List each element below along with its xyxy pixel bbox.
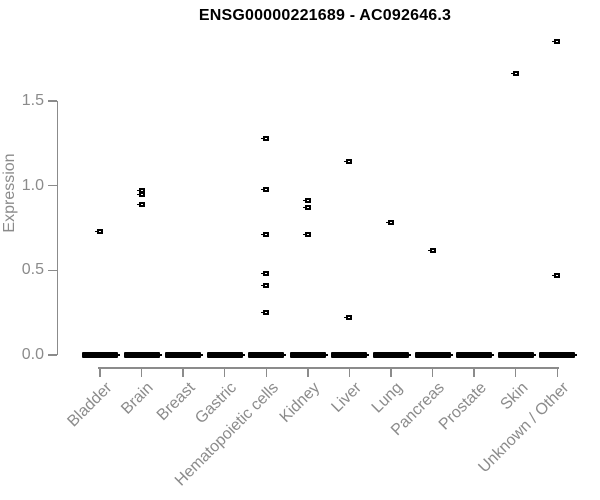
data-point [427,247,436,253]
x-tick [265,368,268,377]
y-tick-label: 0.0 [21,346,44,363]
zero-expression-bar [123,352,162,358]
data-point [261,283,270,289]
x-tick [556,368,559,377]
data-point [136,188,145,194]
zero-expression-bar [414,352,453,358]
zero-expression-bar [331,352,370,358]
data-point [302,232,311,238]
data-point [261,271,270,277]
data-point [385,220,394,226]
x-tick [140,368,143,377]
x-tick-label-bladder: Bladder [64,379,116,431]
zero-expression-bar [456,352,495,358]
y-tick [47,354,57,356]
chart-title: ENSG00000221689 - AC092646.3 [198,7,452,24]
y-tick-label: 1.0 [21,176,44,194]
zero-expression-bar [289,352,328,358]
data-point [261,310,270,316]
zero-expression-bar [248,352,287,358]
x-tick [514,368,517,377]
x-tick-label-kidney: Kidney [276,379,324,426]
data-point [95,228,103,234]
x-tick [223,368,226,377]
zero-expression-bar [539,352,578,358]
x-tick [182,368,184,377]
x-tick [390,368,392,377]
y-tick-label: 1.5 [21,92,44,109]
data-point [302,205,311,211]
x-tick [99,368,101,377]
y-tick [47,184,57,187]
zero-expression-bar [165,352,204,358]
y-tick [47,100,57,102]
x-tick-label-breast: Breast [153,379,199,425]
data-point [344,159,353,165]
data-point [136,191,145,197]
x-tick-label-lung: Lung [369,379,407,417]
zero-expression-bar [372,352,411,358]
zero-expression-bar [497,352,536,358]
zero-expression-bar [206,352,245,358]
data-point [302,198,311,204]
data-point [261,232,270,238]
x-tick-label-brain: Brain [118,379,157,418]
data-point [552,272,561,278]
data-point [552,39,561,45]
data-point [136,201,145,207]
data-point [261,186,270,192]
y-tick-label: 0.5 [21,261,44,279]
data-point [261,135,270,141]
x-tick [307,368,309,377]
x-tick [473,368,475,377]
x-tick-label-liver: Liver [328,379,365,416]
y-axis-line [56,101,58,355]
x-tick-label-skin: Skin [496,379,532,414]
data-point [344,315,353,321]
zero-expression-bar [82,352,120,358]
x-axis-line [98,367,560,369]
x-tick [348,368,351,377]
x-tick [431,368,434,377]
data-point [510,71,519,77]
y-tick [47,269,57,272]
